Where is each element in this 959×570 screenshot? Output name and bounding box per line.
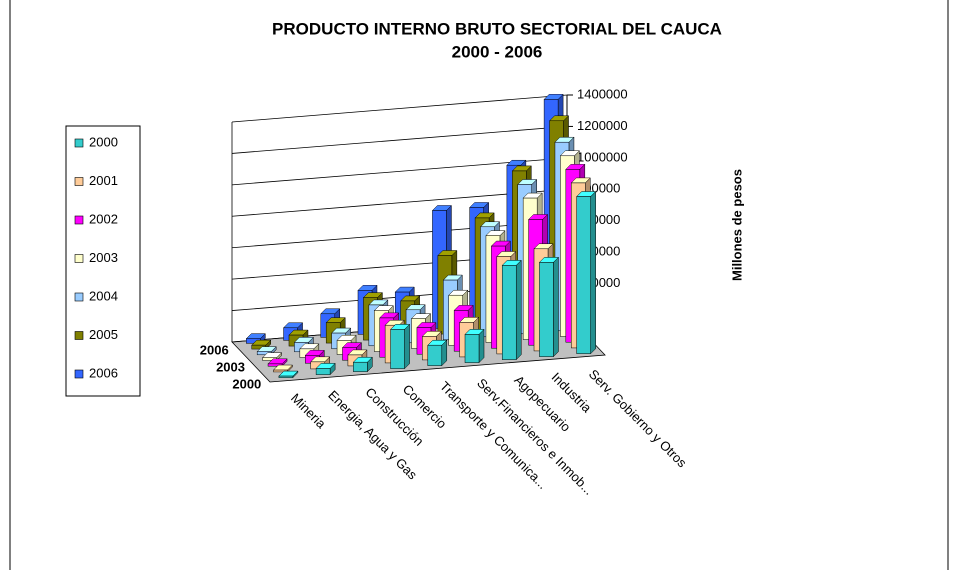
legend-swatch bbox=[74, 292, 84, 302]
chart-title: PRODUCTO INTERNO BRUTO SECTORIAL DEL CAU… bbox=[272, 19, 722, 38]
legend-label: 2001 bbox=[89, 173, 118, 188]
legend-swatch bbox=[74, 331, 84, 340]
bar bbox=[390, 329, 405, 369]
legend-label: 2002 bbox=[89, 211, 118, 226]
y-tick-label: 1000000 bbox=[577, 149, 628, 164]
legend-swatch bbox=[74, 369, 84, 379]
depth-label: 2003 bbox=[216, 359, 245, 374]
bar bbox=[353, 361, 368, 372]
bar bbox=[315, 368, 331, 375]
bar-side bbox=[553, 256, 559, 358]
bar-side bbox=[590, 190, 596, 355]
legend-label: 2006 bbox=[89, 365, 118, 380]
legend-label: 2000 bbox=[89, 134, 118, 149]
legend-label: 2004 bbox=[89, 288, 118, 303]
bar bbox=[576, 196, 591, 354]
y-tick-label: 1400000 bbox=[577, 86, 628, 101]
grid-line bbox=[231, 94, 568, 123]
bar-side bbox=[478, 328, 485, 364]
chart-subtitle: 2000 - 2006 bbox=[452, 42, 543, 61]
bar-side bbox=[404, 323, 410, 370]
bar bbox=[278, 375, 294, 378]
bar bbox=[464, 334, 480, 363]
legend-label: 2005 bbox=[89, 327, 118, 342]
depth-label: 2006 bbox=[200, 342, 229, 357]
legend-swatch bbox=[74, 177, 84, 186]
legend-swatch bbox=[74, 138, 84, 148]
depth-label: 2000 bbox=[232, 377, 261, 392]
y-tick-label: 1200000 bbox=[577, 118, 628, 133]
bar bbox=[427, 344, 443, 366]
y-axis-label: Millones de pesos bbox=[729, 169, 744, 281]
legend-swatch bbox=[74, 254, 84, 263]
legend-label: 2003 bbox=[89, 250, 118, 265]
bar bbox=[501, 265, 517, 360]
bar-side bbox=[515, 259, 522, 361]
legend-swatch bbox=[74, 215, 84, 225]
bar bbox=[539, 262, 554, 357]
grid-line bbox=[231, 126, 568, 154]
